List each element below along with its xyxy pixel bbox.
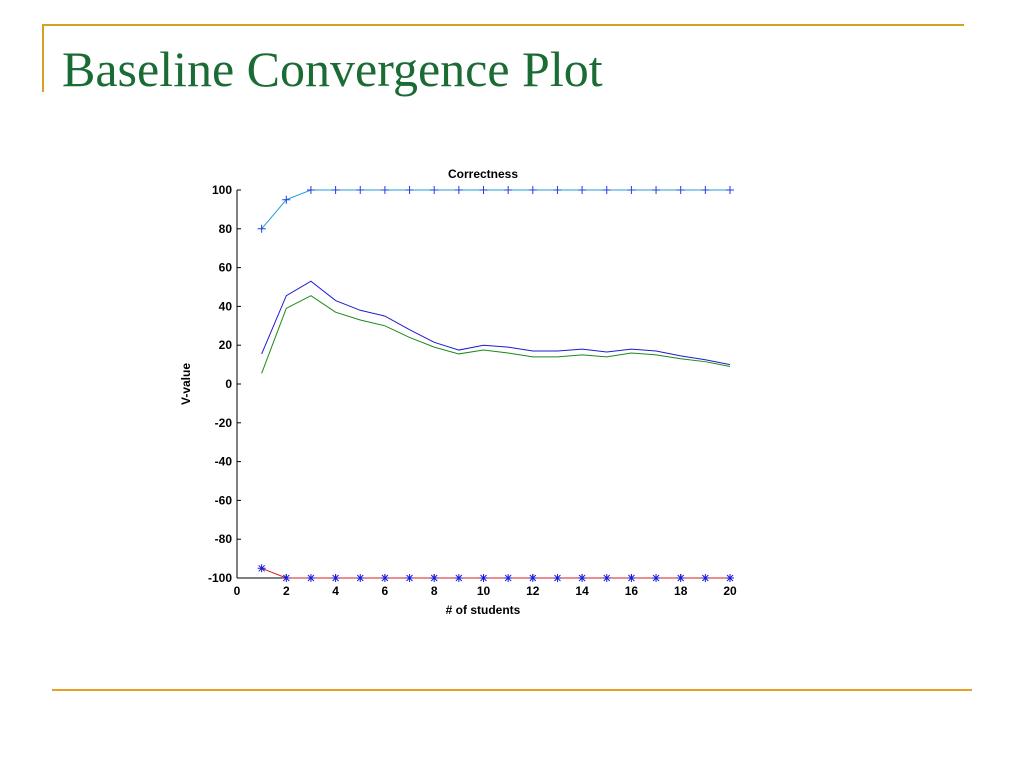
- series-4-point: [726, 574, 734, 582]
- y-tick-label: -40: [215, 455, 233, 469]
- series-4-point: [676, 574, 685, 582]
- x-tick-label: 0: [234, 584, 241, 598]
- series-1-line: [261, 189, 730, 230]
- series-4-point: [405, 574, 414, 582]
- series-4-point: [306, 574, 315, 582]
- x-tick-label: 6: [382, 584, 389, 598]
- series-4-point: [602, 574, 611, 582]
- y-tick-label: 0: [225, 377, 232, 391]
- x-tick-label: 16: [625, 584, 639, 598]
- series-4-point: [627, 574, 636, 582]
- series-1-point: [331, 186, 340, 194]
- y-tick-label: -100: [208, 571, 232, 585]
- series-4-point: [331, 574, 340, 582]
- y-tick-label: 100: [212, 183, 232, 197]
- footer-accent-line: [52, 689, 972, 691]
- title-accent-left-line: [42, 24, 44, 92]
- series-1-point: [726, 186, 734, 194]
- series-3-line: [261, 295, 731, 374]
- series-1-point: [652, 186, 661, 194]
- series-1-point: [553, 186, 562, 194]
- series-4-point: [652, 574, 661, 582]
- series-1-point: [282, 195, 291, 204]
- series-1-point: [627, 186, 636, 194]
- series-4-point: [430, 574, 439, 582]
- series-1-point: [405, 186, 414, 194]
- y-tick-label: 60: [219, 261, 233, 275]
- series-4-point: [454, 574, 463, 582]
- x-tick-label: 10: [477, 584, 491, 598]
- series-1-point: [306, 186, 315, 194]
- series-4-point: [380, 574, 389, 582]
- series-1-point: [257, 224, 266, 233]
- series-4-point: [257, 564, 266, 573]
- y-tick-label: 80: [219, 222, 233, 236]
- series-1-point: [528, 186, 537, 194]
- y-tick-label: -60: [215, 493, 233, 507]
- series-4-point: [528, 574, 537, 582]
- series-1-point: [356, 186, 365, 194]
- y-axis-label: V-value: [179, 363, 193, 405]
- x-axis-label: # of students: [446, 603, 521, 617]
- series-1-point: [701, 186, 710, 194]
- title-accent-top-line: [42, 24, 964, 26]
- y-tick-label: 40: [219, 299, 233, 313]
- series-1-point: [380, 186, 389, 194]
- x-tick-label: 20: [723, 584, 737, 598]
- x-tick-label: 18: [674, 584, 688, 598]
- series-4-point: [553, 574, 562, 582]
- x-tick-label: 12: [526, 584, 540, 598]
- series-4-point: [504, 574, 513, 582]
- series-1-point: [479, 186, 488, 194]
- series-4-line: [261, 567, 730, 579]
- series-4-point: [578, 574, 587, 582]
- series-1-point: [602, 186, 611, 194]
- series-4-point: [479, 574, 488, 582]
- series-2-line: [261, 280, 731, 366]
- series-4-point: [701, 574, 710, 582]
- y-tick-label: -80: [215, 532, 233, 546]
- series-4-point: [282, 574, 291, 582]
- series-1-point: [504, 186, 513, 194]
- series-1-point: [454, 186, 463, 194]
- slide-title: Baseline Convergence Plot: [62, 41, 603, 97]
- x-tick-label: 8: [431, 584, 438, 598]
- x-tick-label: 2: [283, 584, 290, 598]
- x-tick-label: 14: [575, 584, 589, 598]
- series-1-point: [676, 186, 685, 194]
- series-1-point: [578, 186, 587, 194]
- x-tick-label: 4: [332, 584, 339, 598]
- y-tick-label: 20: [219, 338, 233, 352]
- y-tick-label: -20: [215, 416, 233, 430]
- chart-title: Correctness: [448, 167, 518, 181]
- series-1-point: [430, 186, 439, 194]
- series-4-point: [356, 574, 365, 582]
